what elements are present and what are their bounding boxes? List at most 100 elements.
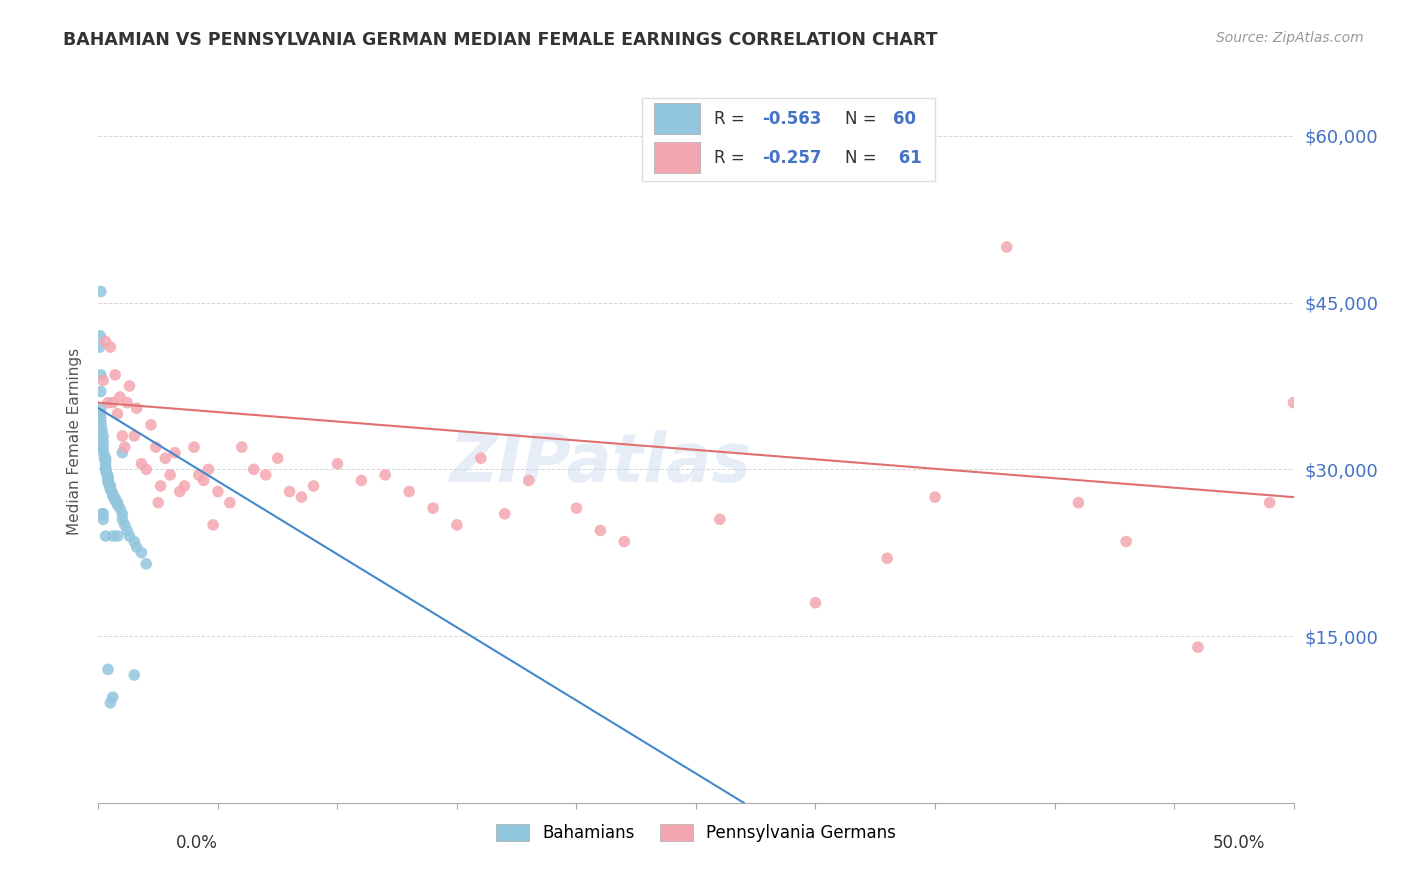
Point	[446, 517, 468, 532]
Point	[94, 334, 117, 349]
Point	[470, 451, 492, 466]
Point	[98, 478, 121, 492]
Point	[90, 412, 112, 426]
Text: 61: 61	[893, 149, 922, 167]
Point	[131, 546, 153, 560]
Point	[517, 474, 540, 488]
FancyBboxPatch shape	[654, 103, 700, 134]
Point	[278, 484, 301, 499]
Point	[197, 462, 219, 476]
Point	[108, 501, 131, 516]
Point	[124, 668, 146, 682]
Point	[98, 483, 122, 497]
Point	[107, 529, 129, 543]
Point	[111, 445, 134, 459]
Point	[1282, 395, 1305, 409]
Point	[163, 445, 186, 459]
Point	[155, 451, 177, 466]
Point	[89, 329, 111, 343]
Point	[125, 540, 148, 554]
FancyBboxPatch shape	[654, 143, 700, 173]
Point	[111, 512, 134, 526]
Point	[804, 596, 827, 610]
Point	[90, 384, 112, 399]
Point	[100, 484, 122, 499]
Point	[159, 467, 181, 482]
Text: 50.0%: 50.0%	[1213, 834, 1265, 852]
Text: BAHAMIAN VS PENNSYLVANIA GERMAN MEDIAN FEMALE EARNINGS CORRELATION CHART: BAHAMIAN VS PENNSYLVANIA GERMAN MEDIAN F…	[63, 31, 938, 49]
Point	[97, 471, 120, 485]
Point	[350, 474, 373, 488]
Point	[613, 534, 636, 549]
Point	[101, 487, 124, 501]
Point	[111, 429, 134, 443]
Point	[1115, 534, 1137, 549]
Point	[90, 440, 112, 454]
Point	[90, 401, 112, 416]
Point	[91, 373, 114, 387]
Point	[148, 496, 170, 510]
Point	[94, 462, 117, 476]
Point	[94, 453, 117, 467]
Point	[302, 479, 325, 493]
Point	[114, 440, 136, 454]
Point	[173, 479, 195, 493]
Text: Source: ZipAtlas.com: Source: ZipAtlas.com	[1216, 31, 1364, 45]
Point	[94, 460, 117, 475]
Point	[94, 451, 117, 466]
Point	[149, 479, 172, 493]
Point	[267, 451, 290, 466]
Point	[494, 507, 516, 521]
Point	[101, 395, 124, 409]
Point	[98, 340, 122, 354]
Point	[326, 457, 349, 471]
Point	[91, 424, 114, 438]
Text: N =: N =	[845, 149, 882, 167]
Point	[90, 368, 112, 382]
Point	[90, 417, 112, 432]
Point	[96, 467, 118, 481]
Point	[98, 480, 122, 494]
Text: R =: R =	[714, 149, 749, 167]
Point	[135, 462, 157, 476]
Point	[124, 429, 146, 443]
Point	[374, 467, 396, 482]
Legend: Bahamians, Pennsylvania Germans: Bahamians, Pennsylvania Germans	[489, 817, 903, 848]
Point	[91, 512, 114, 526]
Point	[91, 507, 114, 521]
Point	[91, 434, 114, 449]
Text: N =: N =	[845, 110, 882, 128]
Text: -0.563: -0.563	[762, 110, 821, 128]
Point	[104, 368, 127, 382]
Point	[94, 457, 117, 471]
Point	[107, 498, 129, 512]
Point	[422, 501, 444, 516]
Point	[91, 429, 114, 443]
Point	[924, 490, 946, 504]
Point	[169, 484, 191, 499]
Point	[118, 379, 141, 393]
Point	[1258, 496, 1281, 510]
Point	[108, 390, 131, 404]
Point	[589, 524, 612, 538]
Point	[131, 457, 153, 471]
Y-axis label: Median Female Earnings: Median Female Earnings	[66, 348, 82, 535]
Point	[104, 491, 127, 506]
Point	[97, 395, 120, 409]
Point	[125, 401, 148, 416]
Text: R =: R =	[714, 110, 749, 128]
Point	[202, 517, 225, 532]
Point	[115, 395, 138, 409]
Point	[104, 493, 127, 508]
Point	[91, 440, 114, 454]
Text: -0.257: -0.257	[762, 149, 821, 167]
Point	[207, 484, 229, 499]
Point	[254, 467, 277, 482]
Point	[89, 340, 111, 354]
FancyBboxPatch shape	[643, 98, 935, 181]
Point	[93, 451, 115, 466]
Point	[97, 475, 120, 490]
Point	[93, 445, 115, 459]
Point	[187, 467, 209, 482]
Point	[291, 490, 314, 504]
